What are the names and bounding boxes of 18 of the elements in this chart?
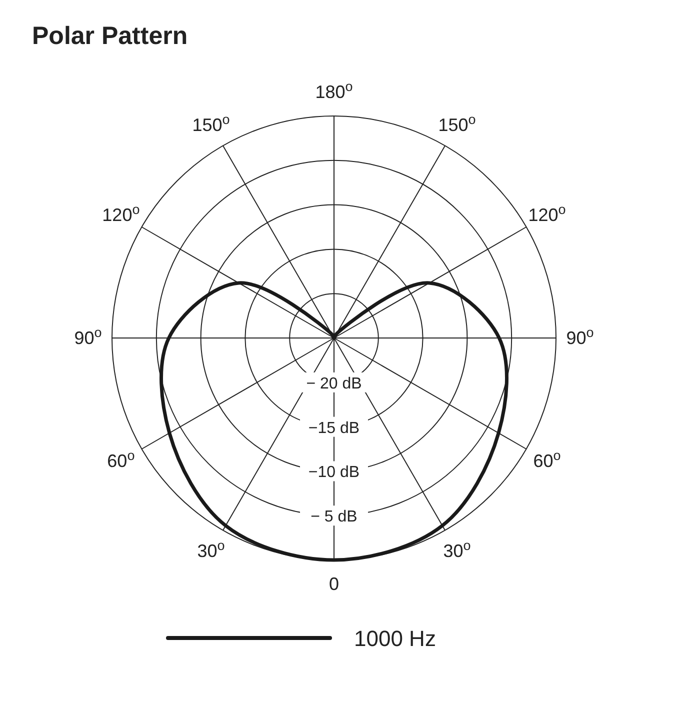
spoke-label: 180$^{o}$ — [315, 78, 353, 102]
spoke-label: 60$^{o}$ — [533, 448, 561, 471]
spoke-label: 150$^{o}$ — [438, 111, 476, 135]
spoke-label: 150$^{o}$ — [192, 111, 230, 135]
y-tick-label: −10 dB — [308, 464, 360, 482]
spoke-label: 120$^{o}$ — [528, 202, 566, 225]
spoke-label: 90$^{o}$ — [566, 324, 594, 348]
y-tick-label: − 5 dB — [310, 508, 358, 526]
y-tick-label: −15 dB — [308, 420, 360, 437]
spoke-label: 90$^{o}$ — [74, 324, 102, 348]
spoke-label: 0 — [328, 574, 340, 594]
spoke-label: 120$^{o}$ — [102, 202, 140, 225]
spoke-label: 30$^{o}$ — [197, 538, 225, 562]
chart-title: Polar Pattern — [32, 22, 188, 50]
text: 1000 Hz — [354, 626, 436, 651]
y-tick-label: − 20 dB — [306, 375, 362, 392]
spoke-label: 30$^{o}$ — [443, 538, 471, 562]
spoke-label: 60$^{o}$ — [107, 448, 135, 471]
